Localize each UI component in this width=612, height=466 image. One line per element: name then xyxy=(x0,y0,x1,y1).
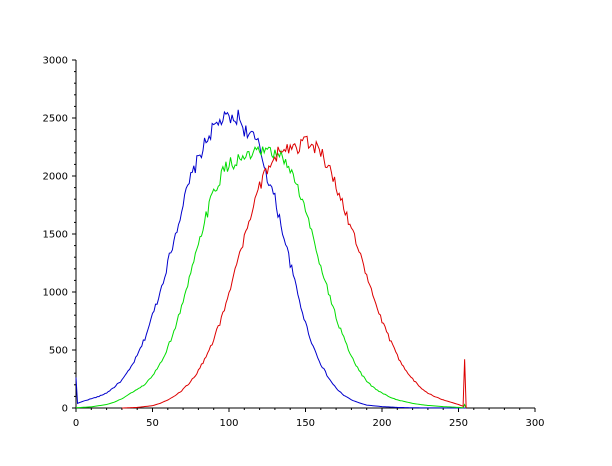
x-tick-label: 300 xyxy=(525,418,544,429)
y-tick-label: 1500 xyxy=(43,230,68,241)
x-tick-label: 50 xyxy=(146,418,159,429)
x-tick-label: 0 xyxy=(73,418,79,429)
histogram-series-2 xyxy=(75,145,467,409)
histogram-series-1 xyxy=(75,109,467,409)
histogram-series-3 xyxy=(121,135,467,409)
y-tick-label: 2500 xyxy=(43,114,68,125)
x-tick-label: 150 xyxy=(296,418,315,429)
y-tick-label: 3000 xyxy=(43,56,68,67)
y-tick-label: 500 xyxy=(49,346,68,357)
y-tick-label: 1000 xyxy=(43,288,68,299)
y-tick-label: 0 xyxy=(62,404,68,415)
x-tick-label: 250 xyxy=(449,418,468,429)
x-tick-label: 100 xyxy=(219,418,238,429)
x-tick-label: 200 xyxy=(372,418,391,429)
chart-series-group xyxy=(75,109,467,409)
y-tick-label: 2000 xyxy=(43,172,68,183)
chart-axes: 0 500 1000 1500 2000 2500 3000 0 50 100 150 200 250 3… xyxy=(43,56,545,430)
